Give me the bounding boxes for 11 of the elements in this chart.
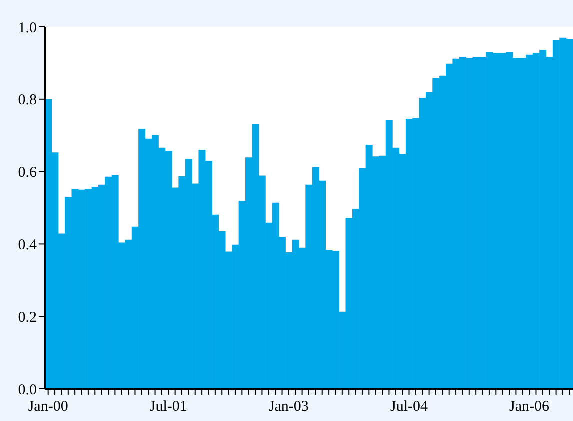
x-tick-label: Jul-01 (150, 399, 188, 415)
y-tick-label: 1.0 (18, 20, 37, 36)
x-tick-label: Jan-06 (510, 399, 550, 415)
x-tick-label: Jan-00 (28, 399, 68, 415)
x-tick-label: Jul-04 (390, 399, 429, 415)
x-tick-label: Jan-03 (268, 399, 309, 415)
y-tick-label: 0.6 (18, 165, 38, 182)
y-tick-label: 0.4 (18, 238, 38, 254)
y-tick-label: 0.8 (18, 92, 37, 109)
y-tick-label: 0.0 (18, 382, 37, 398)
y-tick-label: 0.2 (18, 310, 37, 326)
